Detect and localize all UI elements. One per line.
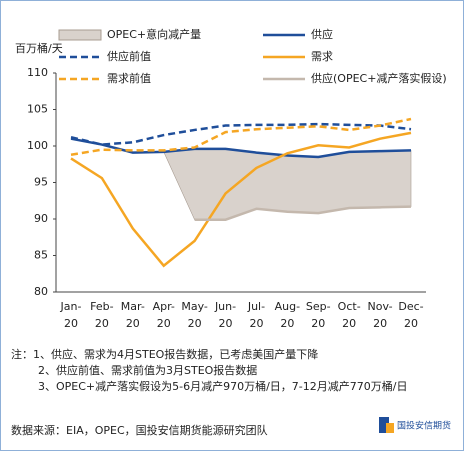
logo: [379, 417, 394, 433]
legend-label: 供应: [311, 27, 333, 41]
legend-label: 需求前值: [107, 71, 151, 85]
x-tick-label: Jul-20: [247, 300, 266, 330]
x-tick-label: Apr-20: [152, 300, 175, 330]
note: 3、OPEC+减产落实假设为5-6月减产970万桶/日，7-12月减产770万桶…: [38, 380, 408, 393]
legend-label: 需求: [311, 50, 333, 63]
y-tick-label: 95: [34, 176, 48, 189]
legend-label: 供应前值: [107, 49, 151, 63]
area: [163, 148, 412, 221]
legend-label: 供应(OPEC+减产落实假设): [311, 71, 447, 85]
x-tick-label: May-20: [181, 300, 208, 330]
y-tick-label: 110: [27, 66, 48, 79]
source: 数据来源：EIA，OPEC，国投安信期货能源研究团队: [11, 424, 268, 437]
logo-icon: [386, 423, 394, 433]
note: 2、供应前值、需求前值为3月STEO报告数据: [38, 364, 258, 377]
x-tick-label: Nov-20: [367, 300, 393, 330]
y-unit: 百万桶/天: [15, 41, 63, 55]
x-tick-label: Aug-20: [274, 300, 301, 330]
x-tick-label: Jun-20: [214, 300, 237, 330]
y-tick-label: 100: [27, 139, 48, 152]
note: 注：1、供应、需求为4月STEO报告数据，已考虑美国产量下降: [11, 348, 319, 361]
x-tick-label: Oct-20: [337, 300, 361, 330]
y-tick-label: 80: [34, 285, 48, 298]
logo-text: 国投安信期货: [397, 420, 451, 432]
y-tick-label: 85: [34, 249, 48, 262]
line: [70, 122, 412, 146]
line: [194, 205, 412, 221]
x-tick-label: Jan-20: [60, 300, 82, 330]
x-tick-label: Sep-20: [305, 300, 331, 330]
legend-swatch: [58, 29, 102, 41]
x-tick-label: Feb-20: [90, 300, 114, 330]
line: [70, 117, 412, 156]
x-tick-label: Mar-20: [120, 300, 145, 330]
legend-label: OPEC+意向减产量: [107, 27, 201, 41]
line: [70, 131, 412, 268]
logo-icon: [379, 417, 389, 433]
y-tick-label: 105: [27, 103, 48, 116]
y-tick-label: 90: [34, 212, 48, 225]
x-tick-label: Dec-20: [398, 300, 424, 330]
